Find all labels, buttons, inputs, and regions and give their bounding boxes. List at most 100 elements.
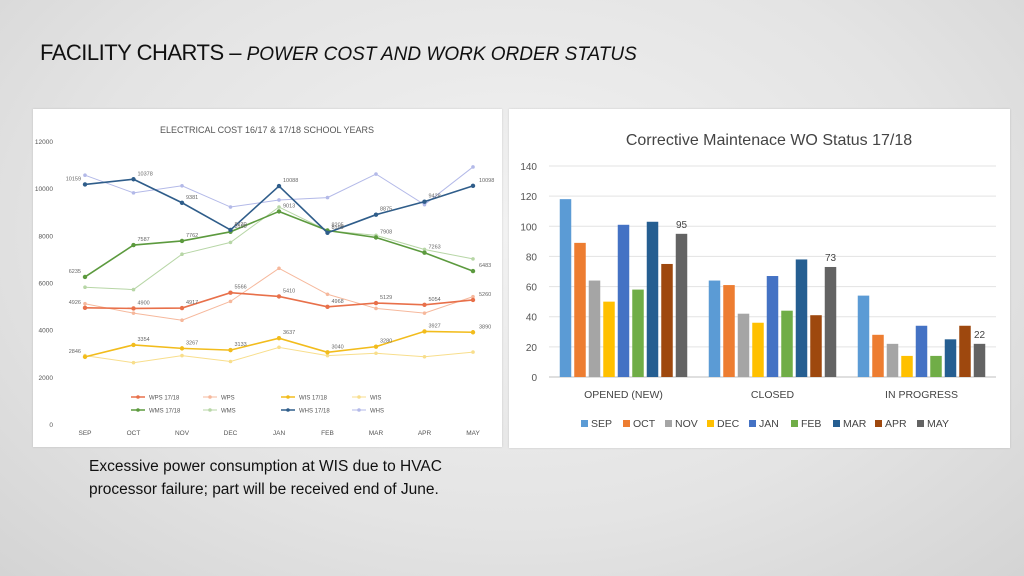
- legend-label: OCT: [633, 418, 656, 430]
- data-point: [179, 238, 185, 244]
- bar: [675, 233, 688, 377]
- data-label: 4968: [332, 299, 344, 305]
- x-tick-label: FEB: [321, 430, 334, 437]
- bar: [661, 263, 673, 377]
- data-point: [131, 360, 136, 365]
- caption-note: Excessive power consumption at WIS due t…: [89, 458, 442, 498]
- legend-label: MAR: [843, 418, 867, 430]
- legend-swatch: [665, 420, 672, 427]
- series-line: [84, 346, 474, 364]
- legend-marker: [208, 408, 212, 412]
- bar: [810, 315, 822, 377]
- x-tick-label: APR: [418, 430, 432, 437]
- data-point: [131, 306, 136, 311]
- data-point: [180, 184, 184, 188]
- data-label: 95: [676, 220, 688, 231]
- data-point: [228, 290, 233, 295]
- legend-marker: [208, 395, 212, 399]
- x-tick-label: DEC: [224, 430, 238, 437]
- legend-label: FEB: [801, 418, 821, 430]
- legend-label: WPS 17/18: [149, 396, 180, 402]
- data-label: 7587: [138, 237, 150, 243]
- data-point: [470, 183, 476, 189]
- legend-marker: [357, 408, 361, 412]
- wo-status-chart-panel: Corrective Maintenace WO Status 17/18 0 20…: [509, 109, 1010, 448]
- data-point: [228, 227, 233, 233]
- data-point: [228, 240, 233, 245]
- data-point: [276, 209, 282, 214]
- data-label: 10098: [479, 178, 494, 184]
- data-point: [131, 242, 136, 248]
- bar: [886, 343, 899, 377]
- data-label: 8230: [235, 222, 247, 228]
- bar: [959, 325, 971, 377]
- y-tick-label: 80: [526, 252, 538, 263]
- data-label: 73: [825, 253, 837, 264]
- x-tick-label: IN PROGRESS: [885, 389, 958, 401]
- data-point: [422, 247, 427, 252]
- data-point: [228, 299, 233, 304]
- bar: [824, 266, 837, 377]
- legend-marker: [286, 395, 290, 399]
- data-point: [179, 305, 185, 311]
- data-label: 5260: [479, 292, 491, 298]
- bar: [915, 325, 928, 377]
- data-point: [374, 351, 378, 356]
- data-point: [373, 212, 379, 217]
- bar: [646, 221, 659, 377]
- data-point: [325, 304, 330, 310]
- data-label: 10159: [66, 176, 81, 182]
- data-point: [82, 305, 88, 311]
- legend-marker: [357, 395, 361, 399]
- data-point: [277, 266, 281, 271]
- data-label: 3280: [380, 339, 392, 345]
- bar: [795, 259, 808, 377]
- data-point: [422, 250, 427, 255]
- bar: [901, 355, 913, 377]
- data-point: [83, 285, 87, 290]
- legend-marker: [136, 408, 140, 412]
- y-tick-label: 12000: [35, 139, 53, 146]
- legend-label: MAY: [927, 418, 949, 430]
- data-label: 5566: [235, 285, 247, 291]
- legend-label: WMS 17/18: [149, 409, 181, 415]
- y-tick-label: 0: [531, 373, 537, 384]
- legend-label: WHS 17/18: [299, 409, 330, 415]
- y-tick-label: 8000: [39, 233, 54, 240]
- legend-swatch: [623, 420, 630, 427]
- electrical-cost-chart: ELECTRICAL COST 16/17 & 17/18 SCHOOL YEA…: [35, 125, 494, 437]
- data-label: 8109: [332, 225, 344, 231]
- data-point: [470, 297, 476, 303]
- data-point: [325, 353, 330, 358]
- data-label: 3040: [332, 344, 344, 350]
- bar: [752, 322, 764, 377]
- data-label: 4917: [186, 300, 198, 306]
- data-label: 3637: [283, 330, 295, 336]
- data-point: [228, 359, 233, 364]
- data-point: [277, 345, 281, 350]
- legend-label: APR: [885, 418, 907, 430]
- data-label: 6483: [479, 263, 491, 269]
- legend-swatch: [833, 420, 840, 427]
- data-point: [422, 199, 427, 204]
- data-label: 2846: [69, 349, 81, 355]
- data-label: 3927: [429, 323, 441, 329]
- data-label: 7263: [429, 245, 441, 251]
- bar: [857, 295, 870, 377]
- slide-title: FACILITY CHARTS – POWER COST AND WORK OR…: [40, 40, 637, 66]
- data-label: 9428: [429, 194, 441, 200]
- legend-swatch: [581, 420, 588, 427]
- legend-swatch: [749, 420, 756, 427]
- data-point: [228, 205, 233, 209]
- legend-swatch: [917, 420, 924, 427]
- title-sub: POWER COST AND WORK ORDER STATUS: [246, 44, 637, 65]
- data-point: [422, 202, 427, 207]
- electrical-cost-chart-panel: ELECTRICAL COST 16/17 & 17/18 SCHOOL YEA…: [33, 109, 502, 447]
- data-point: [374, 306, 378, 311]
- data-label: 4926: [69, 300, 81, 306]
- bar: [632, 289, 644, 377]
- data-point: [82, 182, 88, 187]
- y-tick-label: 2000: [39, 375, 54, 382]
- data-point: [180, 252, 184, 256]
- data-point: [277, 205, 281, 209]
